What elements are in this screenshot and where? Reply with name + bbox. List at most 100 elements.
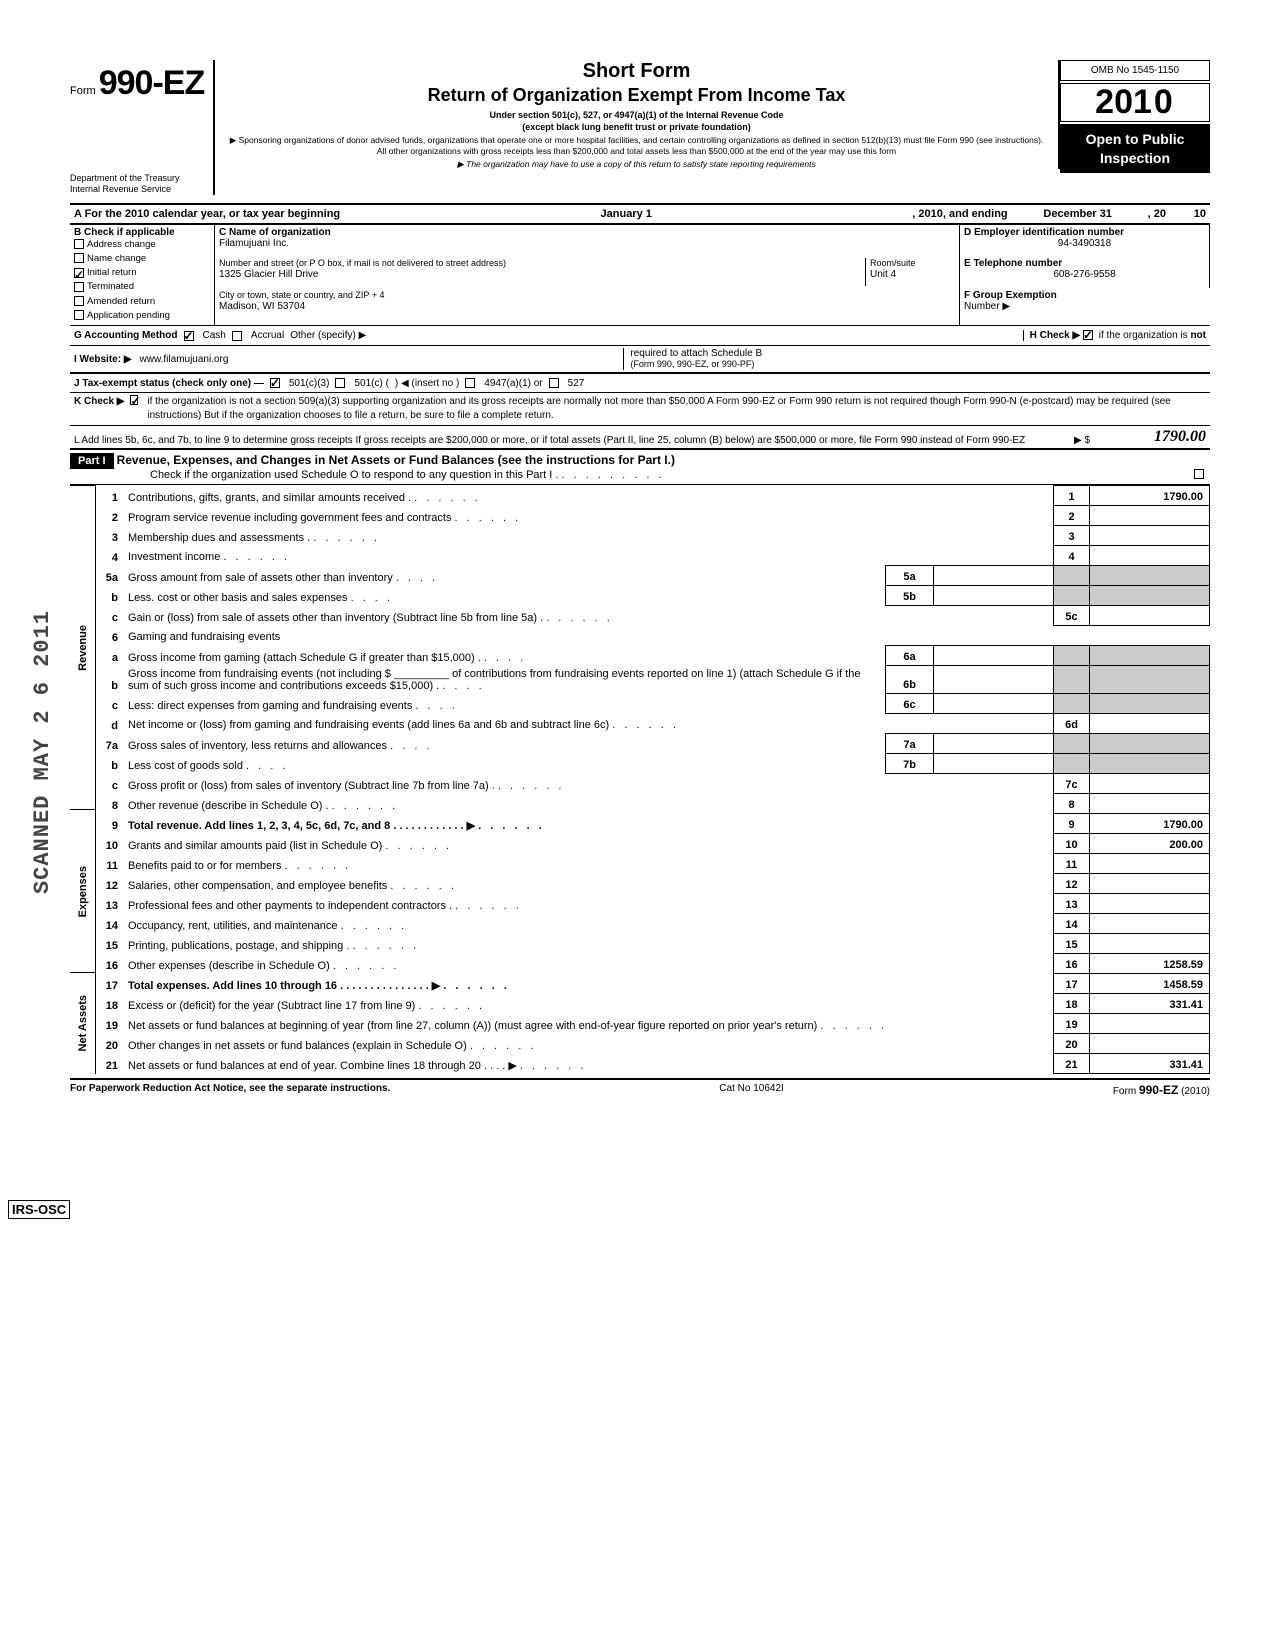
- line-17: 17Total expenses. Add lines 10 through 1…: [96, 974, 1210, 994]
- fineprint2: ▶ The organization may have to use a cop…: [225, 159, 1048, 170]
- ein: 94-3490318: [964, 238, 1205, 249]
- checkbox-h[interactable]: [1083, 330, 1093, 340]
- omb-number: OMB No 1545-1150: [1060, 60, 1210, 81]
- checkbox-b-3-box[interactable]: [74, 282, 84, 292]
- title-return: Return of Organization Exempt From Incom…: [225, 85, 1048, 106]
- checkbox-b-3: Terminated: [74, 280, 210, 294]
- checkbox-b-4: Amended return: [74, 295, 210, 309]
- tab-netassets: Net Assets: [77, 995, 89, 1051]
- line-10: 10Grants and similar amounts paid (list …: [96, 834, 1210, 854]
- checkbox-cash[interactable]: [184, 331, 194, 341]
- line-l: L Add lines 5b, 6c, and 7b, to line 9 to…: [70, 426, 1210, 450]
- line-3: 3Membership dues and assessments . . . .…: [96, 526, 1210, 546]
- checkbox-accrual[interactable]: [232, 331, 242, 341]
- box-d: D Employer identification number 94-3490…: [960, 225, 1210, 257]
- part1-label: Part I: [70, 453, 114, 469]
- subtitle2: (except black lung benefit trust or priv…: [225, 122, 1048, 134]
- website: www.filamujuani.org: [140, 354, 229, 365]
- title-block: Short Form Return of Organization Exempt…: [215, 60, 1060, 169]
- checkbox-b-0-box[interactable]: [74, 239, 84, 249]
- info-grid: B Check if applicable Address changeName…: [70, 224, 1210, 327]
- line-7a: 7aGross sales of inventory, less returns…: [96, 734, 1210, 754]
- part1-header: Part I Revenue, Expenses, and Changes in…: [70, 450, 1210, 485]
- fineprint1: ▶ Sponsoring organizations of donor advi…: [225, 135, 1048, 156]
- room-suite: Unit 4: [870, 269, 896, 280]
- form-prefix: Form: [70, 85, 96, 97]
- line-21: 21Net assets or fund balances at end of …: [96, 1054, 1210, 1074]
- line-i-j: I Website: ▶ www.filamujuani.org require…: [70, 346, 1210, 373]
- line-9: 9Total revenue. Add lines 1, 2, 3, 4, 5c…: [96, 814, 1210, 834]
- checkbox-b-2-box[interactable]: [74, 268, 84, 278]
- checkbox-b-1: Name change: [74, 252, 210, 266]
- checkbox-b-5: Application pending: [74, 309, 210, 323]
- box-c-city: City or town, state or country, and ZIP …: [215, 288, 960, 325]
- line-k: K Check ▶ if the organization is not a s…: [70, 393, 1210, 426]
- part1-body: Revenue Expenses Net Assets 1Contributio…: [70, 485, 1210, 1074]
- line-5a: 5aGross amount from sale of assets other…: [96, 566, 1210, 586]
- lines-table: 1Contributions, gifts, grants, and simil…: [96, 485, 1210, 1074]
- checkbox-b-2: Initial return: [74, 266, 210, 280]
- line-d: dNet income or (loss) from gaming and fu…: [96, 714, 1210, 734]
- line-b: bLess. cost or other basis and sales exp…: [96, 586, 1210, 606]
- gross-receipts: 1790.00: [1096, 428, 1206, 446]
- line-2: 2Program service revenue including gover…: [96, 506, 1210, 526]
- line-c: cLess: direct expenses from gaming and f…: [96, 694, 1210, 714]
- line-c: cGain or (loss) from sale of assets othe…: [96, 606, 1210, 626]
- checkbox-501c3[interactable]: [270, 378, 280, 388]
- telephone: 608-276-9558: [964, 269, 1205, 280]
- line-a: A For the 2010 calendar year, or tax yea…: [70, 205, 1210, 224]
- line-b: bGross income from fundraising events (n…: [96, 666, 1210, 694]
- tax-year: 2010: [1060, 83, 1210, 122]
- box-b: B Check if applicable Address changeName…: [70, 225, 215, 326]
- line-18: 18Excess or (deficit) for the year (Subt…: [96, 994, 1210, 1014]
- footer-left: For Paperwork Reduction Act Notice, see …: [70, 1083, 390, 1097]
- line-16: 16Other expenses (describe in Schedule O…: [96, 954, 1210, 974]
- checkbox-4947[interactable]: [465, 378, 475, 388]
- checkbox-b-4-box[interactable]: [74, 296, 84, 306]
- line-6: 6Gaming and fundraising events: [96, 626, 1210, 646]
- box-c-name: C Name of organization Filamujuani Inc.: [215, 225, 960, 257]
- line-14: 14Occupancy, rent, utilities, and mainte…: [96, 914, 1210, 934]
- line-13: 13Professional fees and other payments t…: [96, 894, 1210, 914]
- subtitle1: Under section 501(c), 527, or 4947(a)(1)…: [225, 110, 1048, 122]
- line-4: 4Investment income . . . . . . 4: [96, 546, 1210, 566]
- checkbox-501c[interactable]: [335, 378, 345, 388]
- checkbox-b-5-box[interactable]: [74, 310, 84, 320]
- line-8: 8Other revenue (describe in Schedule O) …: [96, 794, 1210, 814]
- tab-revenue: Revenue: [77, 625, 89, 671]
- footer-right: Form 990-EZ (2010): [1113, 1083, 1210, 1097]
- checkbox-b-1-box[interactable]: [74, 253, 84, 263]
- line-g-h: G Accounting Method Cash Accrual Other (…: [70, 326, 1210, 346]
- line-20: 20Other changes in net assets or fund ba…: [96, 1034, 1210, 1054]
- box-c-addr: Number and street (or P O box, if mail i…: [215, 256, 960, 288]
- line-c: cGross profit or (loss) from sales of in…: [96, 774, 1210, 794]
- form-header: Form 990-EZ Department of the Treasury I…: [70, 60, 1210, 195]
- city-state-zip: Madison, WI 53704: [219, 301, 305, 312]
- side-tabs: Revenue Expenses Net Assets: [70, 485, 96, 1074]
- stamp-scanned: SCANNED MAY 2 6 2011: [30, 610, 55, 894]
- org-name: Filamujuani Inc.: [219, 238, 289, 249]
- line-b: bLess cost of goods sold . . . . 7b: [96, 754, 1210, 774]
- page-footer: For Paperwork Reduction Act Notice, see …: [70, 1078, 1210, 1097]
- line-j: J Tax-exempt status (check only one) — 5…: [70, 373, 1210, 393]
- footer-mid: Cat No 10642I: [719, 1083, 784, 1097]
- street-address: 1325 Glacier Hill Drive: [219, 269, 318, 280]
- checkbox-schedule-o[interactable]: [1194, 469, 1204, 479]
- checkbox-527[interactable]: [549, 378, 559, 388]
- line-12: 12Salaries, other compensation, and empl…: [96, 874, 1210, 894]
- part1-title: Revenue, Expenses, and Changes in Net As…: [117, 453, 675, 467]
- open-public-badge: Open to Public Inspection: [1060, 124, 1210, 172]
- line-11: 11Benefits paid to or for members . . . …: [96, 854, 1210, 874]
- tab-expenses: Expenses: [77, 866, 89, 917]
- line-19: 19Net assets or fund balances at beginni…: [96, 1014, 1210, 1034]
- line-15: 15Printing, publications, postage, and s…: [96, 934, 1210, 954]
- checkbox-k[interactable]: [130, 395, 138, 405]
- dept-line2: Internal Revenue Service: [70, 184, 171, 194]
- form-number-block: Form 990-EZ Department of the Treasury I…: [70, 60, 215, 195]
- box-e: E Telephone number 608-276-9558: [960, 256, 1210, 288]
- box-f: F Group Exemption Number ▶: [960, 288, 1210, 325]
- stamp-irs-osc: IRS-OSC: [8, 1200, 70, 1219]
- checkbox-b-0: Address change: [74, 238, 210, 252]
- dept-line1: Department of the Treasury: [70, 173, 180, 183]
- form-number: 990-EZ: [99, 64, 205, 102]
